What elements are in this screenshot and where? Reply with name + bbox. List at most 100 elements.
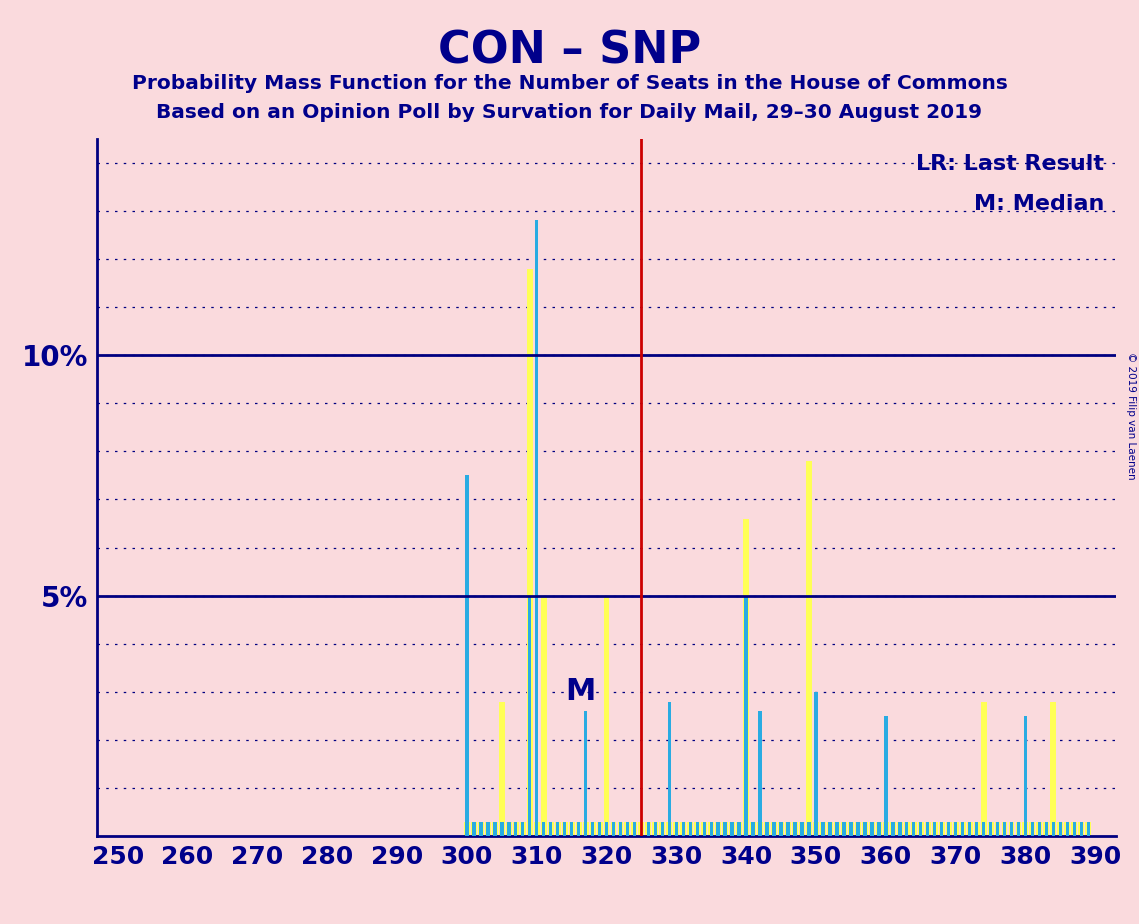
Bar	[883, 821, 888, 836]
Bar	[722, 821, 728, 836]
Bar	[967, 821, 973, 836]
Text: Based on an Opinion Poll by Survation for Daily Mail, 29–30 August 2019: Based on an Opinion Poll by Survation fo…	[156, 103, 983, 123]
Bar	[903, 821, 910, 836]
Bar	[1017, 821, 1021, 836]
Bar	[906, 821, 909, 836]
Bar	[1043, 821, 1049, 836]
Bar	[556, 821, 559, 836]
Bar	[667, 701, 671, 836]
Bar	[759, 711, 762, 836]
Bar	[841, 821, 847, 836]
Bar	[975, 821, 978, 836]
Bar	[486, 821, 490, 836]
Bar	[995, 821, 999, 836]
Bar	[918, 821, 924, 836]
Bar	[729, 821, 735, 836]
Bar	[786, 821, 789, 836]
Bar	[485, 821, 491, 836]
Bar	[632, 821, 637, 836]
Bar	[570, 821, 573, 836]
Bar	[876, 821, 882, 836]
Bar	[751, 821, 756, 836]
Bar	[696, 821, 699, 836]
Text: M: Median: M: Median	[974, 194, 1104, 214]
Bar	[1001, 821, 1008, 836]
Bar	[785, 821, 790, 836]
Bar	[806, 461, 812, 836]
Bar	[1057, 821, 1064, 836]
Bar	[590, 821, 596, 836]
Bar	[945, 821, 951, 836]
Bar	[771, 821, 777, 836]
Bar	[521, 821, 524, 836]
Bar	[715, 821, 721, 836]
Bar	[1010, 821, 1014, 836]
Bar	[737, 821, 741, 836]
Bar	[639, 821, 645, 836]
Bar	[611, 821, 616, 836]
Bar	[898, 821, 901, 836]
Bar	[821, 821, 825, 836]
Bar	[723, 821, 727, 836]
Bar	[801, 821, 804, 836]
Bar	[982, 821, 985, 836]
Bar	[863, 821, 867, 836]
Bar	[568, 821, 574, 836]
Bar	[933, 821, 936, 836]
Bar	[661, 821, 664, 836]
Bar	[625, 821, 629, 836]
Bar	[605, 821, 608, 836]
Bar	[896, 821, 903, 836]
Bar	[470, 821, 477, 836]
Bar	[563, 821, 566, 836]
Bar	[891, 821, 894, 836]
Bar	[862, 821, 868, 836]
Bar	[743, 518, 749, 836]
Bar	[562, 821, 567, 836]
Bar	[673, 821, 679, 836]
Bar	[981, 701, 986, 836]
Bar	[757, 821, 763, 836]
Bar	[659, 821, 665, 836]
Bar	[506, 821, 511, 836]
Bar	[912, 821, 916, 836]
Bar	[519, 821, 526, 836]
Bar	[765, 821, 769, 836]
Bar	[695, 821, 700, 836]
Bar	[716, 821, 720, 836]
Bar	[1008, 821, 1015, 836]
Bar	[617, 821, 623, 836]
Bar	[1030, 821, 1035, 836]
Bar	[507, 821, 510, 836]
Bar	[960, 821, 966, 836]
Bar	[1023, 821, 1029, 836]
Bar	[598, 821, 601, 836]
Bar	[752, 821, 755, 836]
Bar	[1016, 821, 1022, 836]
Text: CON – SNP: CON – SNP	[437, 30, 702, 73]
Bar	[1064, 821, 1071, 836]
Bar	[528, 596, 532, 836]
Bar	[597, 821, 603, 836]
Bar	[472, 821, 476, 836]
Bar	[850, 821, 853, 836]
Bar	[772, 821, 776, 836]
Bar	[1044, 821, 1048, 836]
Bar	[1079, 821, 1084, 836]
Bar	[542, 821, 546, 836]
Bar	[1024, 716, 1027, 836]
Bar	[575, 821, 582, 836]
Bar	[549, 821, 552, 836]
Bar	[689, 821, 693, 836]
Bar	[961, 821, 965, 836]
Bar	[703, 821, 706, 836]
Bar	[1058, 821, 1062, 836]
Bar	[500, 821, 503, 836]
Text: © 2019 Filip van Laenen: © 2019 Filip van Laenen	[1126, 352, 1136, 480]
Bar	[877, 821, 880, 836]
Bar	[968, 821, 972, 836]
Bar	[989, 821, 992, 836]
Bar	[653, 821, 658, 836]
Bar	[926, 821, 929, 836]
Bar	[1031, 821, 1034, 836]
